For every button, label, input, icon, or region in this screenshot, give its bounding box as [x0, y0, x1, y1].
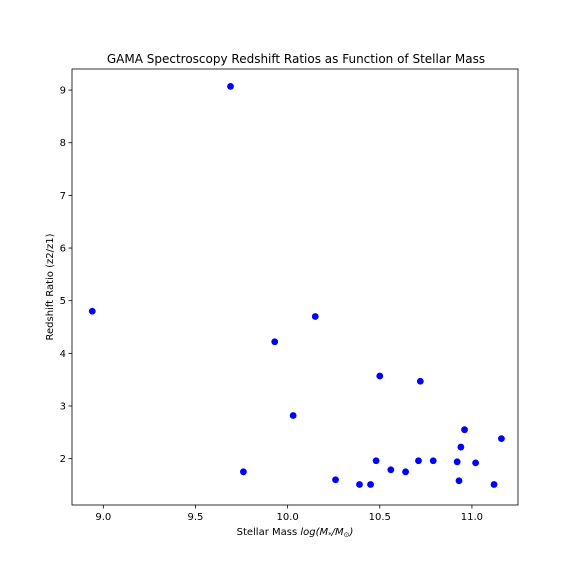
data-point	[289, 412, 297, 419]
data-point	[271, 338, 279, 346]
data-point	[332, 476, 339, 484]
x-tick-label: 9.0	[95, 512, 111, 523]
data-point	[387, 466, 395, 474]
data-points	[88, 82, 505, 488]
x-tick-label: 10.0	[276, 512, 298, 523]
data-point	[88, 307, 96, 315]
plot-frame	[71, 68, 519, 506]
data-point	[415, 457, 422, 465]
y-tick-label: 6	[60, 244, 66, 255]
data-point	[376, 372, 384, 380]
data-point	[402, 468, 409, 476]
data-point	[227, 82, 234, 90]
data-point	[453, 458, 461, 466]
data-point	[356, 481, 363, 488]
y-tick-label: 5	[60, 296, 66, 307]
y-axis-label: Redshift Ratio (z2/z1)	[45, 233, 56, 340]
data-point	[239, 468, 247, 476]
plot-area	[71, 68, 519, 506]
x-axis: 9.0 9.5 10.0 10.5 11.0	[95, 505, 483, 523]
y-axis: 2 3 4 5 6 7 8 9	[60, 86, 72, 465]
x-tick-label: 9.5	[188, 512, 204, 523]
chart-title: GAMA Spectroscopy Redshift Ratios as Fun…	[107, 52, 485, 66]
x-tick-label: 11.0	[461, 512, 483, 523]
data-point	[429, 457, 437, 465]
x-axis-label: Stellar Mass log(M*/M⊙)	[237, 527, 354, 539]
data-point	[457, 443, 465, 451]
data-point	[490, 481, 498, 488]
y-tick-label: 3	[60, 402, 66, 413]
data-point	[311, 313, 319, 320]
y-tick-label: 7	[60, 191, 66, 202]
data-point	[498, 435, 505, 443]
y-tick-label: 2	[60, 454, 66, 465]
data-point	[416, 377, 424, 385]
data-point	[455, 477, 463, 485]
y-tick-label: 4	[60, 349, 66, 360]
data-point	[461, 426, 468, 434]
data-point	[472, 459, 480, 467]
data-point	[372, 457, 380, 465]
y-tick-label: 8	[60, 138, 66, 149]
y-tick-label: 9	[60, 86, 66, 97]
data-point	[367, 481, 374, 488]
x-tick-label: 10.5	[369, 512, 391, 523]
